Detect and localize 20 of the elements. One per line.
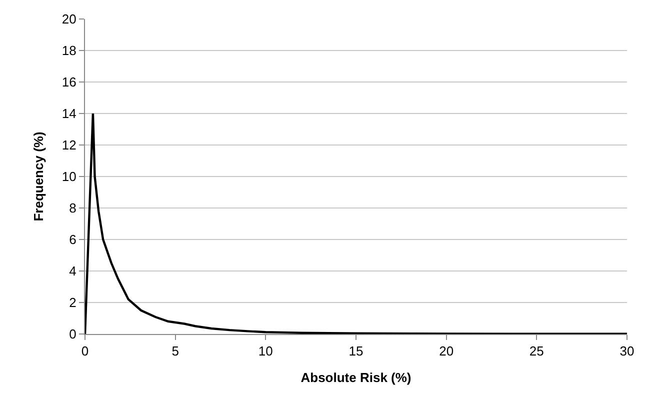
y-tick-label: 4: [69, 264, 76, 279]
y-tick-label: 18: [62, 43, 76, 58]
x-tick-label: 25: [529, 344, 544, 359]
y-tick-label: 10: [62, 169, 76, 184]
y-tick-label: 12: [62, 138, 76, 153]
x-tick-label: 5: [172, 344, 179, 359]
x-tick-label: 10: [258, 344, 273, 359]
x-tick-label: 20: [439, 344, 454, 359]
x-axis-title: Absolute Risk (%): [300, 370, 412, 386]
x-tick-label: 0: [81, 344, 89, 359]
y-tick-label: 14: [62, 106, 76, 122]
x-tick-label: 15: [348, 344, 364, 359]
x-tick-label: 30: [620, 344, 634, 359]
y-tick-label: 20: [62, 12, 76, 27]
y-tick-label: 2: [69, 295, 76, 310]
y-tick-label: 8: [69, 200, 76, 216]
y-axis-title: Frequency (%): [30, 132, 46, 222]
y-tick-label: 16: [62, 74, 76, 90]
y-tick-label: 0: [69, 326, 76, 342]
y-tick-label: 6: [69, 232, 76, 248]
